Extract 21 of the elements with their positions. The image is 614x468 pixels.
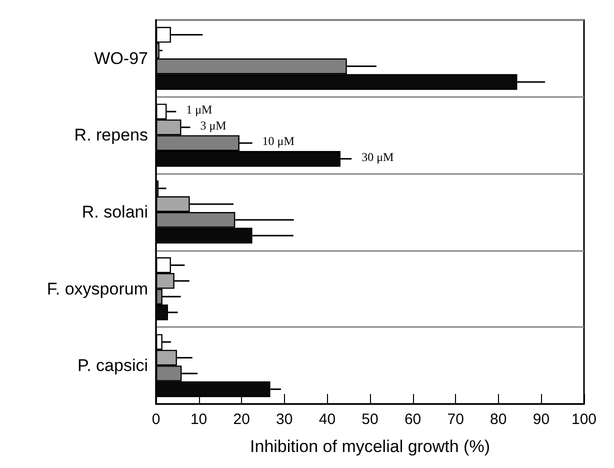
y-tick-label: R. repens — [74, 126, 148, 145]
y-tick-label: P. capsici — [77, 356, 148, 376]
x-axis-title: Inhibition of mycelial growth (%) — [250, 437, 490, 456]
x-tick-label: 20 — [233, 411, 250, 428]
x-tick-label: 100 — [571, 411, 597, 428]
y-tick-label: R. solani — [82, 202, 148, 222]
x-tick-label: 30 — [276, 411, 293, 428]
y-tick-label: F. oxysporum — [46, 279, 148, 298]
series-label: 30 μM — [362, 150, 394, 164]
x-tick-label: 0 — [152, 411, 160, 428]
x-tick-label: 80 — [490, 411, 507, 428]
series-label: 10 μM — [262, 134, 295, 148]
y-tick-label: WO-97 — [94, 48, 148, 68]
x-tick-label: 50 — [362, 411, 378, 428]
x-tick-label: 10 — [190, 411, 208, 428]
series-label: 3 μM — [200, 118, 227, 132]
x-tick-label: 70 — [447, 411, 464, 428]
series-label: 1 μM — [186, 102, 213, 117]
x-tick-label: 60 — [404, 411, 422, 428]
x-tick-label: 90 — [532, 411, 550, 428]
x-tick-label: 40 — [318, 411, 336, 428]
